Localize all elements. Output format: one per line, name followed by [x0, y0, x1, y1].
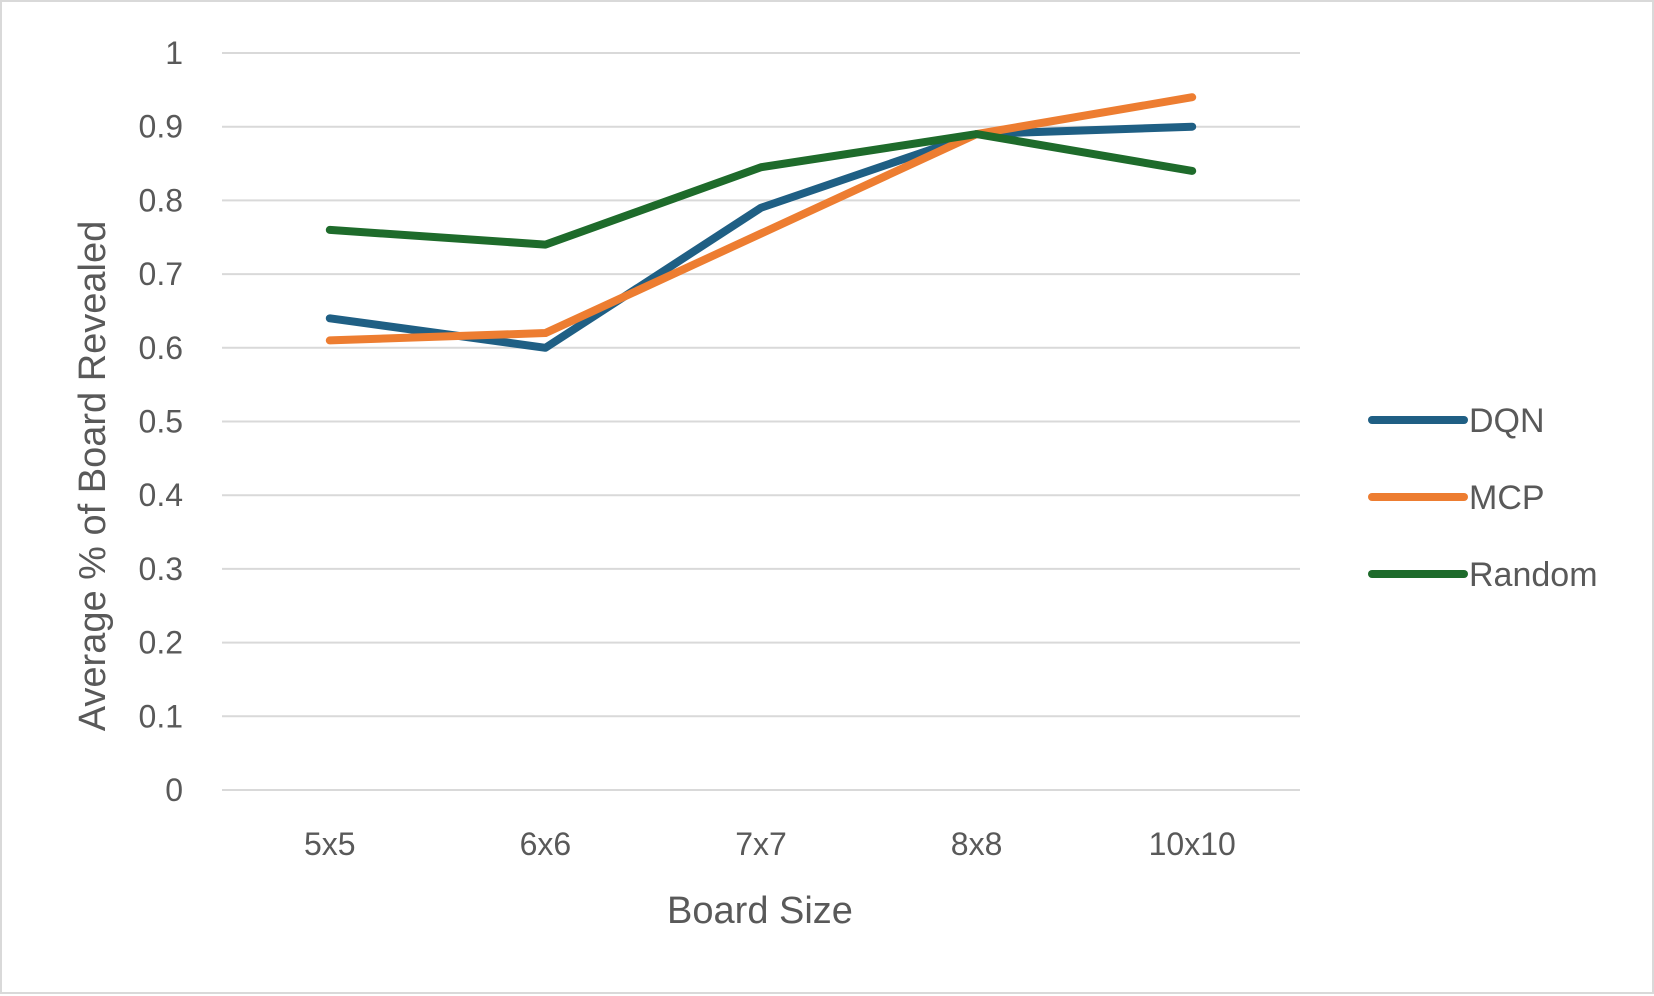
x-tick-label: 6x6 — [520, 826, 572, 862]
legend-label: Random — [1469, 556, 1598, 594]
legend-item-mcp: MCP — [1368, 479, 1545, 517]
x-axis-title: Board Size — [667, 890, 853, 932]
x-axis-ticks: 5x5 6x6 7x7 8x8 10x10 — [304, 826, 1236, 862]
legend-label: DQN — [1469, 402, 1545, 440]
y-tick-label: 1 — [165, 35, 183, 71]
y-tick-label: 0.7 — [139, 256, 183, 292]
y-tick-label: 0.1 — [139, 698, 183, 734]
y-tick-label: 0.4 — [139, 477, 183, 513]
y-axis-ticks: 0 0.1 0.2 0.3 0.4 0.5 0.6 0.7 0.8 0.9 1 — [139, 35, 183, 808]
legend-label: MCP — [1469, 479, 1545, 517]
legend: DQN MCP Random — [1368, 402, 1598, 594]
x-tick-label: 7x7 — [735, 826, 787, 862]
y-tick-label: 0 — [165, 772, 183, 808]
y-tick-label: 0.5 — [139, 404, 183, 440]
series-lines — [325, 93, 1197, 352]
x-tick-label: 8x8 — [951, 826, 1003, 862]
y-tick-label: 0.8 — [139, 182, 183, 218]
y-tick-label: 0.3 — [139, 551, 183, 587]
series-line-random — [325, 130, 1197, 249]
legend-item-random: Random — [1368, 556, 1598, 594]
x-tick-label: 10x10 — [1149, 826, 1236, 862]
y-axis-title: Average % of Board Revealed — [72, 221, 114, 732]
legend-item-dqn: DQN — [1368, 402, 1545, 440]
y-tick-label: 0.2 — [139, 625, 183, 661]
series-line-mcp — [325, 93, 1197, 345]
x-tick-label: 5x5 — [304, 826, 356, 862]
y-tick-label: 0.6 — [139, 330, 183, 366]
y-tick-label: 0.9 — [139, 109, 183, 145]
